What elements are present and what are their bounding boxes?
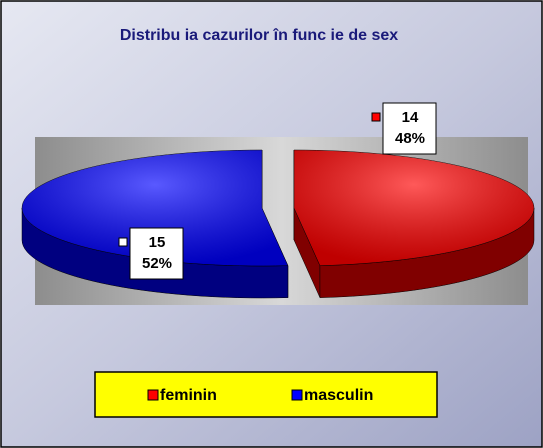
- legend-swatch: [147, 389, 159, 401]
- data-label-value: 14: [402, 109, 419, 126]
- data-label-value: 15: [149, 234, 166, 251]
- legend-label: feminin: [160, 387, 217, 404]
- chart-title: Distribu ia cazurilor în func ie de sex: [120, 27, 398, 44]
- legend: [94, 371, 438, 418]
- data-label-box: [129, 227, 184, 280]
- label-marker: [371, 112, 381, 122]
- label-marker: [118, 237, 128, 247]
- data-label-box: [382, 102, 437, 155]
- data-label-percent: 48%: [395, 130, 425, 147]
- legend-label: masculin: [304, 387, 373, 404]
- data-label-percent: 52%: [142, 255, 172, 272]
- slice-shine: [294, 150, 534, 266]
- legend-swatch: [291, 389, 303, 401]
- slice-shine: [21, 150, 288, 266]
